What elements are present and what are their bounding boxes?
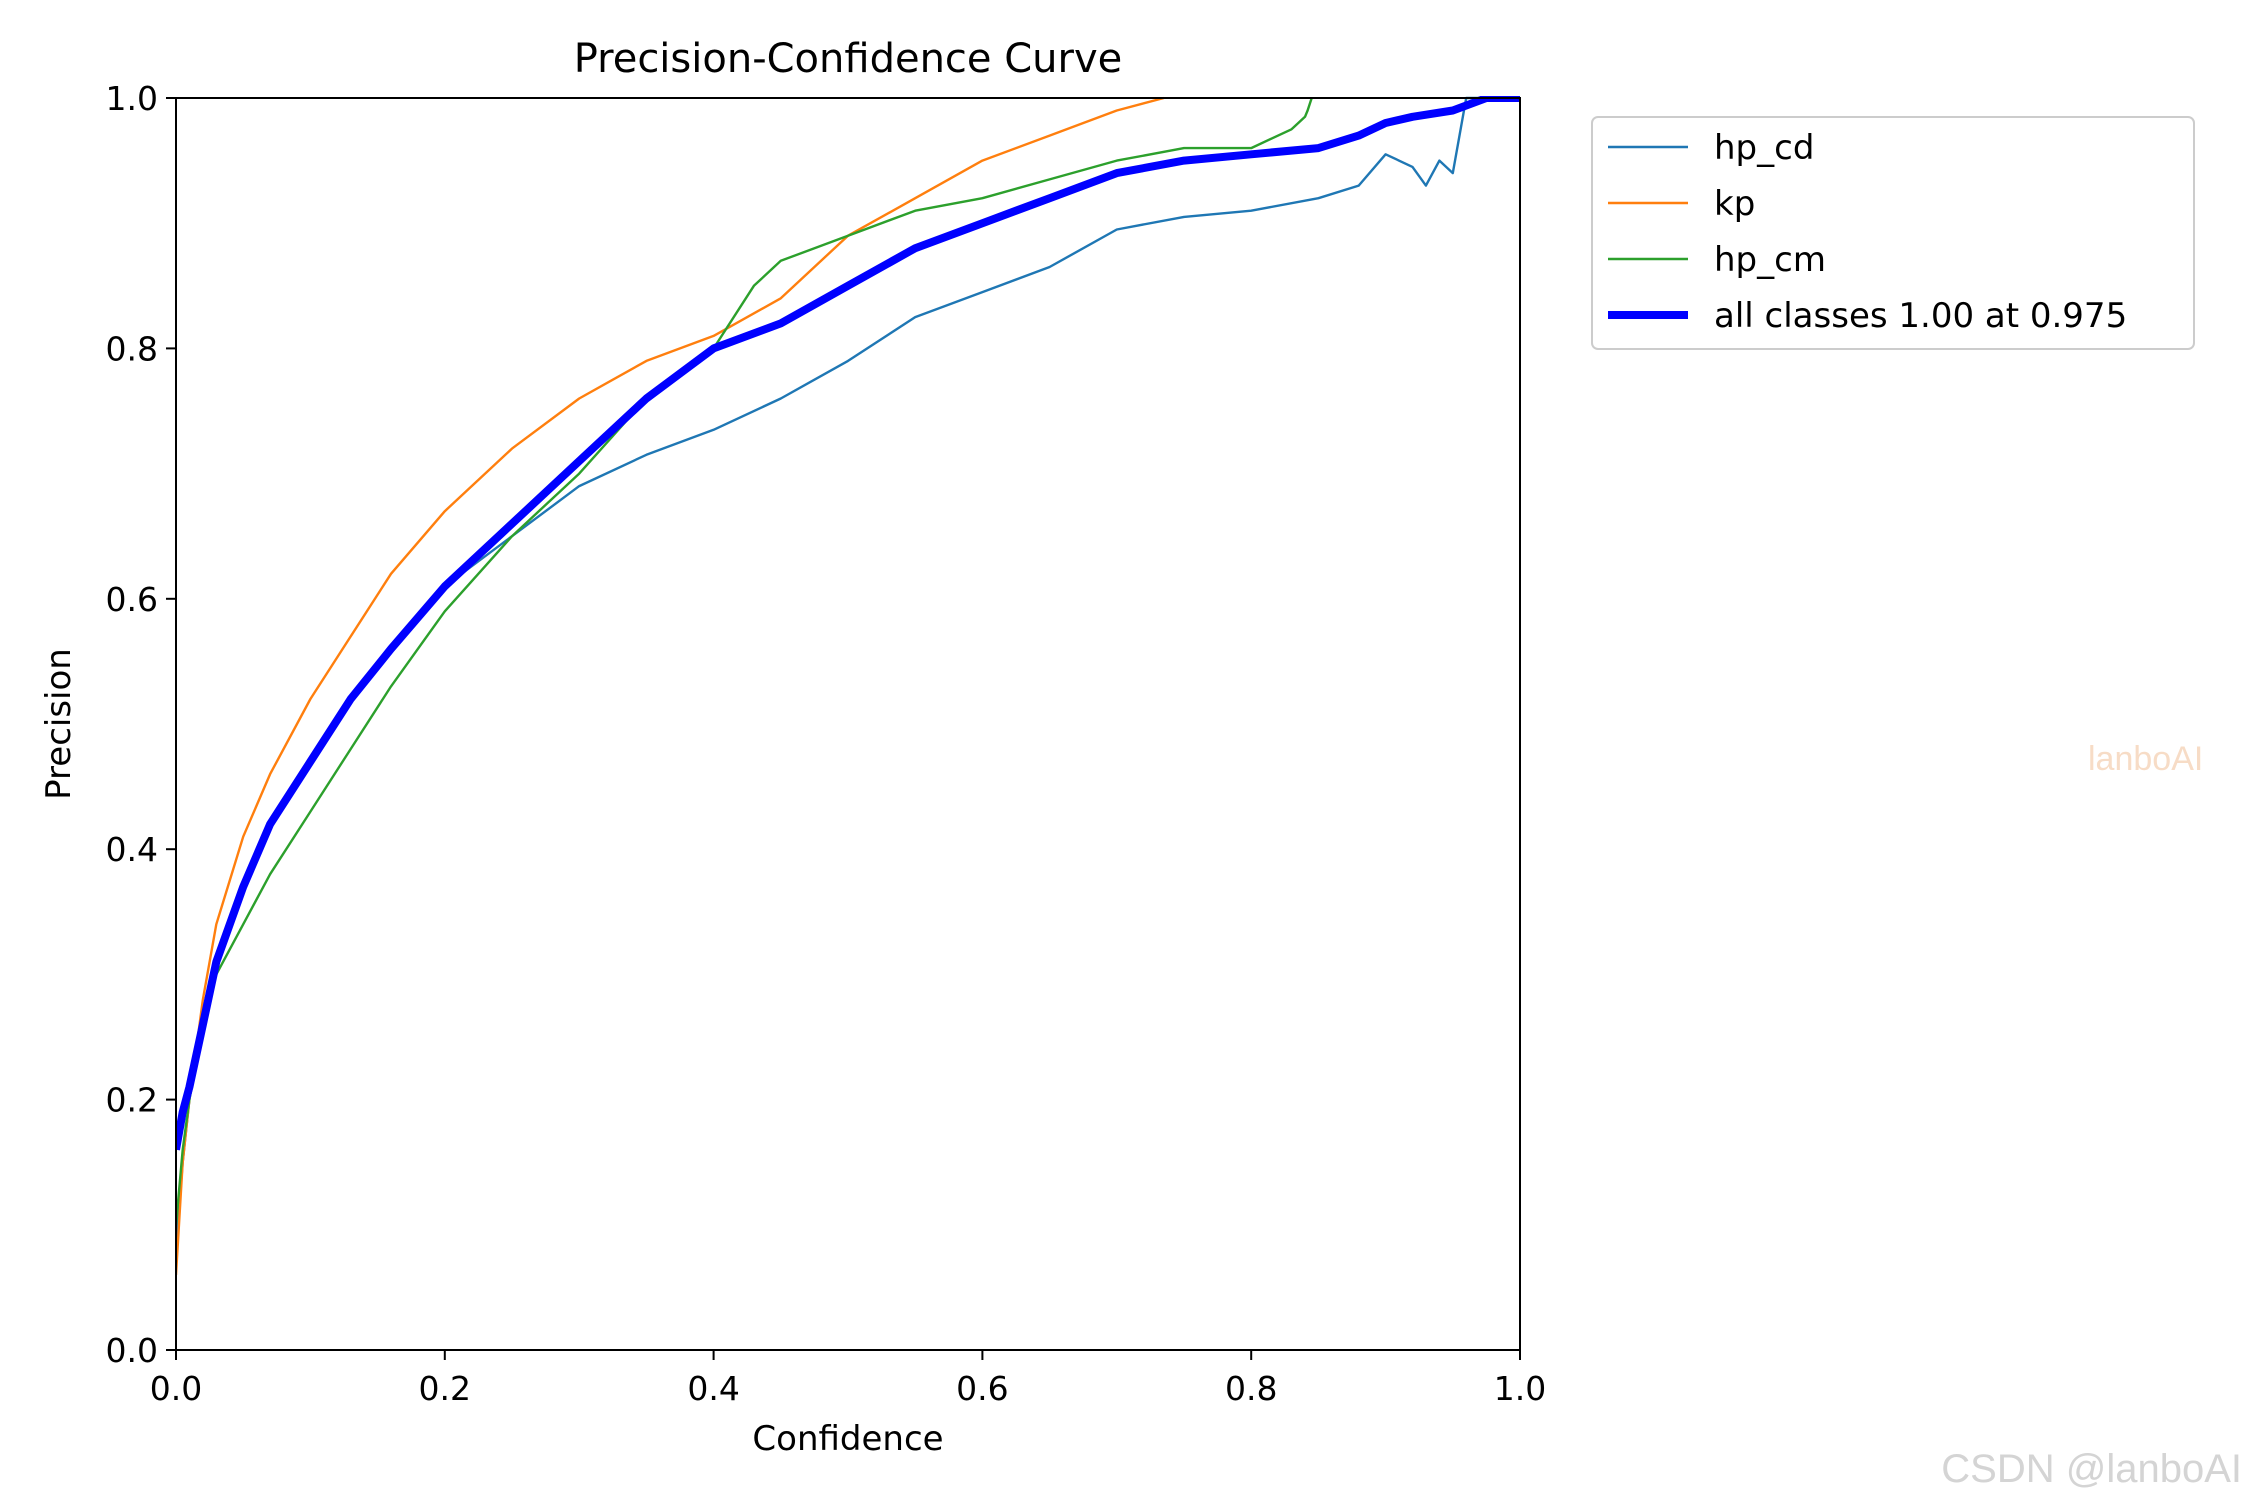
x-tick-label: 0.4 bbox=[687, 1369, 739, 1408]
x-axis-ticks: 0.0 0.2 0.4 0.6 0.8 1.0 bbox=[150, 1350, 1546, 1408]
y-tick-label: 0.6 bbox=[106, 580, 158, 619]
y-tick-label: 0.2 bbox=[106, 1081, 158, 1120]
x-tick-label: 0.8 bbox=[1225, 1369, 1277, 1408]
series-line-0 bbox=[176, 96, 1520, 1250]
y-tick-label: 0.0 bbox=[106, 1331, 158, 1370]
plot-lines bbox=[176, 96, 1520, 1275]
chart-title: Precision-Confidence Curve bbox=[574, 36, 1123, 82]
y-tick-label: 0.4 bbox=[106, 830, 158, 869]
x-tick-label: 0.6 bbox=[956, 1369, 1008, 1408]
legend-box bbox=[1591, 116, 2195, 350]
x-axis-label: Confidence bbox=[752, 1419, 943, 1459]
legend-label: all classes 1.00 at 0.975 bbox=[1714, 296, 2127, 336]
x-tick-label: 0.0 bbox=[150, 1369, 202, 1408]
series-line-2 bbox=[176, 97, 1313, 1225]
plot-frame bbox=[175, 97, 1521, 1351]
y-tick-label: 1.0 bbox=[106, 79, 158, 118]
watermark-text: lanboAI bbox=[2088, 740, 2204, 778]
y-tick-label: 0.8 bbox=[106, 329, 158, 368]
series-line-1 bbox=[176, 96, 1165, 1275]
x-tick-label: 0.2 bbox=[419, 1369, 471, 1408]
y-axis-ticks: 0.0 0.2 0.4 0.6 0.8 1.0 bbox=[106, 79, 176, 1370]
legend-label: hp_cd bbox=[1714, 128, 1814, 168]
legend-label: kp bbox=[1714, 184, 1755, 224]
series-line-3 bbox=[176, 96, 1520, 1151]
legend-label: hp_cm bbox=[1714, 240, 1826, 280]
y-axis-label: Precision bbox=[39, 648, 79, 800]
csdn-watermark: CSDN @lanboAI bbox=[1941, 1447, 2242, 1491]
x-tick-label: 1.0 bbox=[1494, 1369, 1546, 1408]
